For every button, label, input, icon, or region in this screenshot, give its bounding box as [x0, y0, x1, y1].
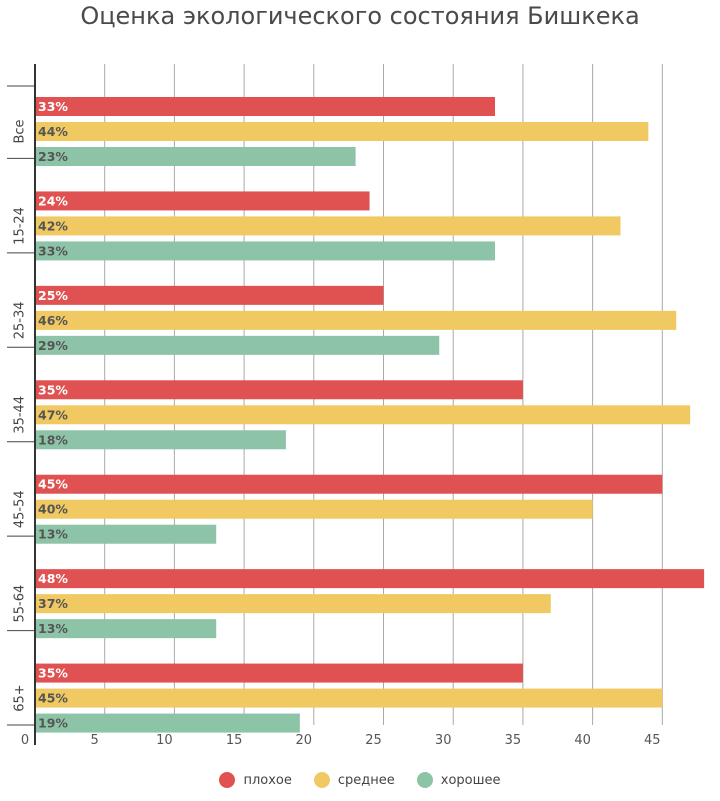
axes: 0 5 10 15 20 25 30 35 40 45 Все 15-24 25-34 35-44 45-5…	[7, 64, 661, 748]
bar-хорошее-35-44	[35, 430, 286, 450]
bar-хорошее-Все	[35, 147, 356, 166]
data-label: 48%	[38, 571, 68, 586]
bar-среднее-35-44	[35, 405, 691, 425]
data-label: 18%	[38, 432, 68, 447]
chart-title: Оценка экологического состояния Бишкека	[80, 2, 640, 30]
data-label: 19%	[38, 716, 68, 731]
data-label: 37%	[38, 596, 68, 611]
bars: 33% 44% 23% 24% 42% 33% 25% 46% 29% 35% 47% 18% 45% 4…	[35, 97, 705, 733]
x-tick-label-10: 10	[156, 733, 173, 748]
data-label: 42%	[38, 218, 68, 233]
data-label: 29%	[38, 338, 68, 353]
legend-item-medium: среднее	[313, 772, 395, 788]
data-label: 40%	[38, 502, 68, 517]
x-tick-label-25: 25	[365, 733, 382, 748]
legend-label-medium: среднее	[337, 772, 395, 788]
legend-item-good: хорошее	[416, 772, 501, 788]
data-label: 33%	[38, 243, 68, 258]
data-label: 47%	[38, 407, 68, 422]
bar-среднее-45-54	[35, 499, 593, 519]
legend-dot-bad	[219, 772, 236, 788]
bar-плохое-35-44	[35, 380, 523, 400]
bar-хорошее-55-64	[35, 619, 217, 639]
legend-dot-medium	[313, 772, 330, 788]
bar-хорошее-45-54	[35, 524, 217, 544]
category-label: 65+	[13, 684, 28, 711]
bar-хорошее-65+	[35, 713, 300, 733]
bar-среднее-Все	[35, 122, 649, 141]
legend-label-good: хорошее	[440, 772, 501, 788]
data-label: 46%	[38, 313, 68, 328]
x-tick-label-35: 35	[505, 733, 522, 748]
x-tick-label-0: 0	[21, 733, 29, 748]
category-label: 25-34	[13, 301, 28, 339]
category-label: 15-24	[13, 207, 28, 245]
data-label: 44%	[38, 124, 68, 139]
x-tick-label-15: 15	[226, 733, 243, 748]
bar-плохое-55-64	[35, 569, 705, 589]
category-label: 35-44	[13, 396, 28, 434]
bar-плохое-65+	[35, 663, 523, 683]
bar-среднее-65+	[35, 688, 663, 708]
x-tick-label-40: 40	[574, 733, 591, 748]
legend: плохое среднее хорошее	[0, 772, 720, 788]
category-label: 55-64	[13, 585, 28, 623]
bar-среднее-25-34	[35, 310, 677, 330]
data-label: 13%	[38, 621, 68, 636]
x-tick-label-45: 45	[644, 733, 661, 748]
data-label: 13%	[38, 527, 68, 542]
data-label: 24%	[38, 193, 68, 208]
bar-хорошее-25-34	[35, 335, 440, 355]
bar-среднее-55-64	[35, 594, 551, 614]
legend-label-bad: плохое	[243, 772, 292, 788]
data-label: 33%	[38, 99, 68, 114]
data-label: 35%	[38, 666, 68, 681]
data-label: 35%	[38, 382, 68, 397]
x-tick-label-20: 20	[296, 733, 313, 748]
data-label: 45%	[38, 477, 68, 492]
bar-плохое-Все	[35, 97, 496, 116]
x-tick-label-30: 30	[435, 733, 452, 748]
data-label: 23%	[38, 149, 68, 164]
bar-хорошее-15-24	[35, 241, 496, 261]
bar-плохое-25-34	[35, 285, 384, 305]
legend-dot-good	[416, 772, 433, 788]
bar-среднее-15-24	[35, 216, 621, 236]
category-label: 45-54	[13, 490, 28, 528]
data-label: 25%	[38, 288, 68, 303]
data-label: 45%	[38, 691, 68, 706]
bar-плохое-15-24	[35, 191, 370, 211]
legend-item-bad: плохое	[219, 772, 292, 788]
category-label: Все	[13, 119, 28, 143]
bar-плохое-45-54	[35, 474, 663, 494]
x-tick-label-5: 5	[91, 733, 99, 748]
